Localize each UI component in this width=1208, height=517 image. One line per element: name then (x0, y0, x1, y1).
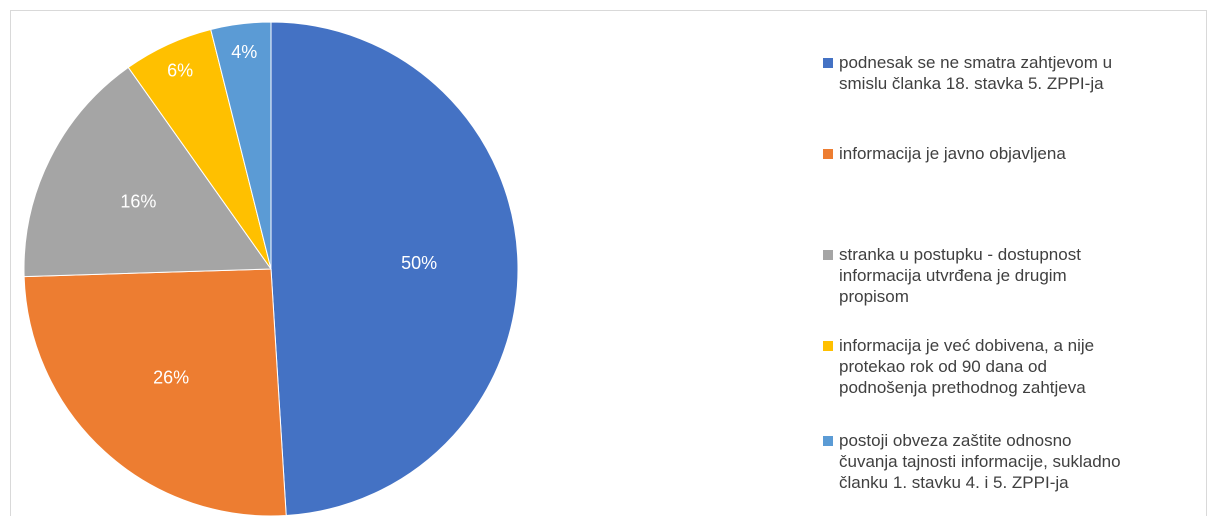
pie-label-3: 16% (120, 192, 156, 212)
pie-label-2: 26% (153, 367, 189, 387)
legend-item-1: podnesak se ne smatra zahtjevom u smislu… (823, 52, 1193, 94)
legend-label-5: postoji obveza zaštite odnosno čuvanja t… (839, 431, 1121, 492)
chart-frame (10, 10, 1207, 516)
pie-slice-3 (23, 66, 272, 278)
legend-item-3: stranka u postupku - dostupnost informac… (823, 244, 1193, 307)
pie-label-4: 6% (167, 60, 193, 80)
legend-swatch-5 (823, 436, 833, 446)
legend-item-4: informacija je već dobivena, a nije prot… (823, 335, 1193, 398)
pie-label-1: 50% (401, 253, 437, 273)
pie-slice-1 (270, 21, 519, 517)
legend-swatch-4 (823, 341, 833, 351)
legend-swatch-1 (823, 58, 833, 68)
legend-label-2: informacija je javno objavljena (839, 144, 1066, 163)
legend-item-5: postoji obveza zaštite odnosno čuvanja t… (823, 430, 1193, 493)
legend-label-4: informacija je već dobivena, a nije prot… (839, 336, 1095, 397)
legend-swatch-2 (823, 149, 833, 159)
pie-label-5: 4% (231, 42, 257, 62)
legend-swatch-3 (823, 250, 833, 260)
legend-label-1: podnesak se ne smatra zahtjevom u smislu… (839, 53, 1113, 93)
pie-chart: 50% 26% 16% 6% 4% (23, 21, 519, 517)
chart-legend: podnesak se ne smatra zahtjevom u smislu… (823, 0, 1203, 517)
pie-slice-5 (210, 21, 272, 270)
legend-item-2: informacija je javno objavljena (823, 143, 1193, 164)
pie-slice-2 (23, 268, 287, 517)
legend-label-3: stranka u postupku - dostupnost informac… (839, 245, 1081, 306)
